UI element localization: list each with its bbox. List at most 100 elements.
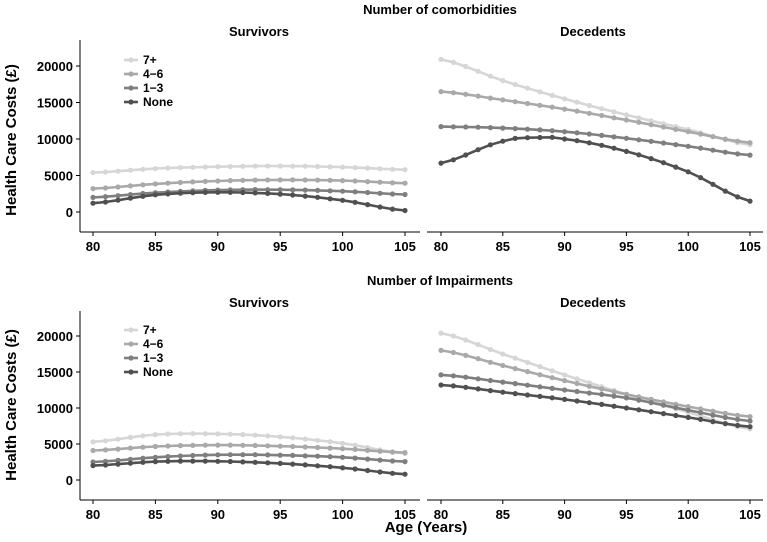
series-point-4−6 [735,138,741,144]
series-point-7+ [140,433,146,439]
series-point-1−3 [524,126,531,132]
x-axis-label: Age (Years) [385,519,468,536]
series-point-1−3 [636,397,642,403]
series-point-1−3 [377,457,383,463]
series-point-1−3 [327,188,333,194]
series-point-1−3 [340,454,346,460]
series-point-7+ [574,99,580,105]
series-point-7+ [340,440,346,446]
series-point-None [636,152,642,158]
series-point-1−3 [463,374,469,380]
series-point-1−3 [562,129,568,135]
series-point-None [549,134,555,140]
legend-swatch-point [128,327,134,333]
series-line-7+ [92,164,406,174]
x-tick-label: 80 [86,507,100,522]
series-point-1−3 [340,188,346,194]
series-point-1−3 [660,402,667,408]
series-point-4−6 [290,443,296,450]
series-point-None [450,383,456,389]
series-point-None [463,152,469,158]
series-point-7+ [315,163,321,170]
series-point-7+ [152,166,158,172]
series-point-None [487,388,493,394]
series-point-4−6 [463,91,469,97]
series-point-1−3 [389,458,396,464]
series-point-4−6 [315,444,321,451]
series-point-None [512,135,518,141]
series-point-None [438,382,444,388]
series-point-None [537,134,543,141]
series-point-4−6 [475,93,481,99]
series-point-None [586,400,592,406]
series-point-7+ [115,436,121,442]
series-point-4−6 [450,90,456,96]
series-point-7+ [177,165,183,171]
series-point-1−3 [611,393,617,399]
series-point-1−3 [685,143,691,149]
series-point-7+ [402,167,408,173]
series-point-None [115,197,121,203]
series-point-1−3 [90,194,96,200]
series-point-1−3 [500,125,506,131]
legend-label: 1−3 [143,81,164,95]
series-point-None [277,191,283,197]
panel-title-r1-decedents: Decedents [560,24,626,39]
series-point-1−3 [673,142,679,148]
series-point-7+ [102,438,109,444]
series-point-4−6 [599,112,605,119]
series-point-1−3 [722,149,728,155]
series-point-None [152,459,158,465]
series-point-None [500,389,506,395]
series-point-1−3 [277,187,283,193]
series-point-None [90,200,96,206]
panel-r2-survivors: 0 5000 10000 15000 20000 80 85 90 95 100 105 7+4−61… [37,311,420,522]
series-point-None [710,181,716,187]
series-point-None [735,194,741,200]
series-point-4−6 [352,446,358,452]
series-point-4−6 [747,414,753,420]
series-point-None [115,461,121,467]
series-point-4−6 [202,178,208,184]
series-point-4−6 [463,352,469,358]
y-tick-label: 15000 [37,96,73,111]
series-point-None [747,198,753,204]
series-point-7+ [227,431,233,437]
y-axis-label-row-1: Health Care Costs (£) [3,64,20,216]
series-point-1−3 [487,377,493,384]
x-tick-label: 90 [211,239,225,254]
series-point-None [562,136,568,142]
series-point-1−3 [227,452,233,458]
series-point-None [140,459,146,465]
series-point-4−6 [685,404,691,410]
series-point-1−3 [549,385,555,391]
series-point-4−6 [512,99,518,105]
series-point-None [127,460,133,466]
series-point-1−3 [611,134,617,140]
series-point-4−6 [586,110,592,116]
series-point-4−6 [747,140,753,146]
series-point-7+ [127,167,133,173]
series-point-None [377,469,383,475]
series-point-7+ [377,166,383,172]
series-point-None [611,145,617,151]
series-point-None [90,463,96,469]
series-line-None [92,459,406,476]
series-point-1−3 [90,459,96,465]
x-tick-label: 80 [434,239,448,254]
series-point-1−3 [127,456,133,462]
series-point-1−3 [102,194,109,200]
y-axis-label-row-2: Health Care Costs (£) [3,329,20,481]
series-point-7+ [265,163,271,169]
series-point-None [352,199,358,205]
series-point-1−3 [450,124,456,130]
series-point-1−3 [698,410,704,416]
series-point-1−3 [524,382,531,388]
series-point-7+ [202,164,208,170]
series-point-4−6 [115,446,121,452]
series-point-None [586,140,592,146]
series-point-4−6 [673,126,679,132]
series-point-4−6 [327,177,333,183]
x-tick-label: 95 [619,239,633,254]
series-point-None [215,458,221,464]
